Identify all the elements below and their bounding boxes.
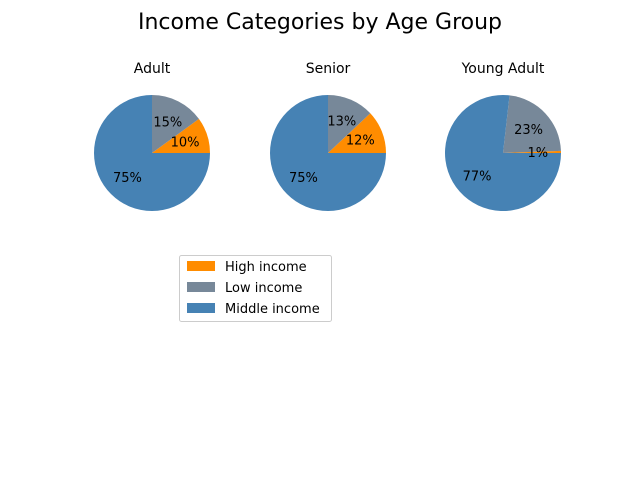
pie-title-senior: Senior (306, 61, 351, 77)
pie-label-senior-middle-income: 75% (289, 171, 318, 186)
legend-label-middle-income: Middle income (225, 302, 320, 317)
pie-chart-adult: Adult 10% 15% 75% (94, 61, 210, 211)
legend: High income Low income Middle income (179, 255, 332, 322)
pie-slice-senior-low-income (328, 95, 371, 153)
legend-label-high-income: High income (225, 260, 307, 275)
legend-swatch-middle-income (187, 303, 215, 313)
pie-slice-senior-high-income (328, 113, 386, 153)
pie-label-young-adult-middle-income: 77% (463, 170, 492, 185)
pie-label-young-adult-high-income: 1% (527, 146, 548, 161)
pie-chart-young-adult: Young Adult 1% 23% 77% (444, 61, 561, 212)
legend-swatch-low-income (187, 282, 215, 292)
pie-slice-senior-middle-income (270, 95, 386, 211)
pie-label-adult-middle-income: 75% (113, 171, 142, 186)
pie-label-senior-low-income: 13% (327, 115, 356, 130)
legend-frame (179, 255, 332, 322)
pie-label-senior-high-income: 12% (346, 134, 375, 149)
pie-slice-young-adult-low-income (503, 95, 561, 153)
pie-label-adult-low-income: 15% (153, 115, 182, 130)
pie-label-adult-high-income: 10% (171, 136, 200, 151)
legend-label-low-income: Low income (225, 281, 302, 296)
pie-slice-young-adult-middle-income (444, 94, 561, 212)
pie-slice-young-adult-high-income (503, 150, 561, 153)
legend-swatch-high-income (187, 261, 215, 271)
pie-slice-adult-high-income (152, 118, 210, 153)
pie-slice-adult-middle-income (94, 95, 210, 211)
figure-title: Income Categories by Age Group (138, 10, 502, 35)
pie-label-young-adult-low-income: 23% (514, 123, 543, 138)
pie-title-young-adult: Young Adult (461, 61, 545, 77)
pie-slice-adult-low-income (152, 95, 199, 153)
pie-chart-senior: Senior 12% 13% 75% (270, 61, 386, 211)
pie-title-adult: Adult (134, 61, 171, 77)
